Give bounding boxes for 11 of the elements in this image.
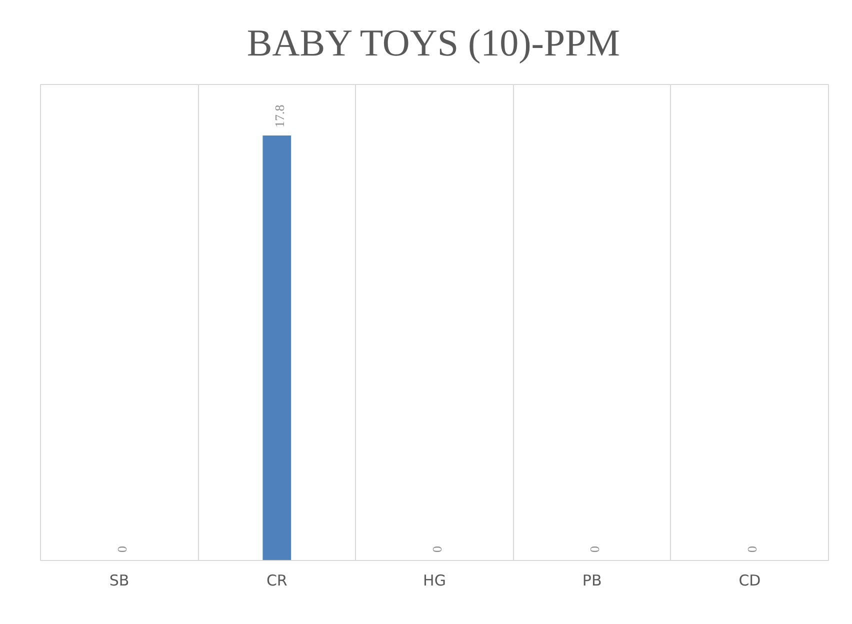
chart-title: BABY TOYS (10)-PPM bbox=[246, 22, 620, 64]
x-tick-label: CR bbox=[266, 572, 288, 590]
x-tick-label: PB bbox=[582, 572, 602, 590]
x-tick-label: CD bbox=[738, 572, 761, 590]
x-tick-label: SB bbox=[109, 572, 130, 590]
data-label: 0 bbox=[744, 546, 760, 552]
data-label: 0 bbox=[430, 546, 444, 552]
x-tick-label: HG bbox=[423, 572, 446, 590]
data-label: 0 bbox=[114, 546, 130, 552]
data-label: 17.8 bbox=[272, 104, 287, 128]
data-label: 0 bbox=[587, 546, 602, 552]
